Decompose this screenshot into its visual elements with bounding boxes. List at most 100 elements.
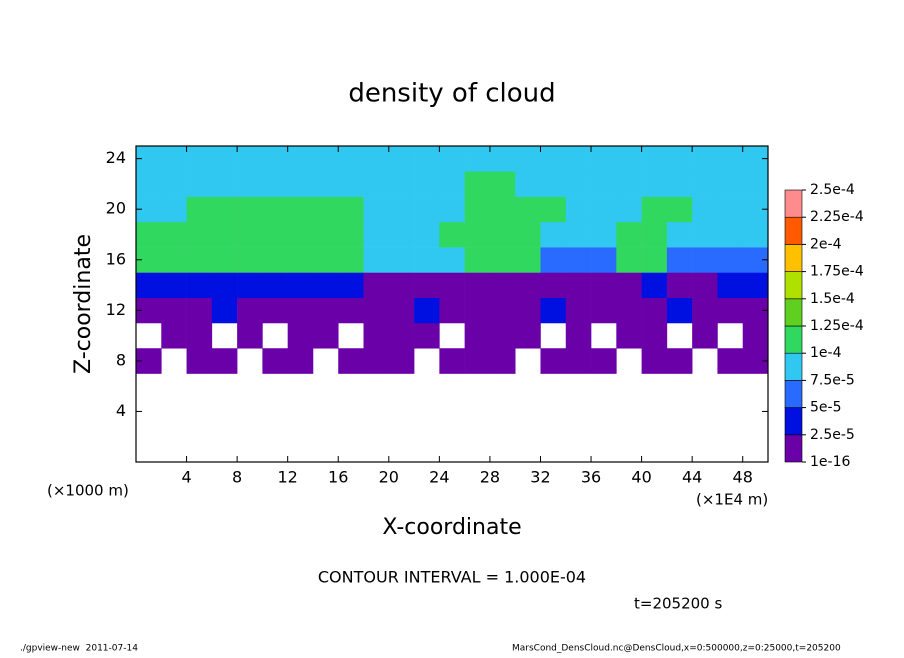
cell xyxy=(186,272,213,298)
cell xyxy=(515,247,541,273)
cell xyxy=(262,196,288,223)
cell xyxy=(717,146,744,172)
plot-frame xyxy=(135,145,769,463)
cell xyxy=(666,272,693,298)
cell xyxy=(540,272,567,298)
cell xyxy=(439,297,465,324)
y-tick-label: 8 xyxy=(116,350,126,369)
cell xyxy=(489,247,516,273)
cell xyxy=(237,297,263,324)
cell xyxy=(515,171,541,197)
cell xyxy=(641,348,668,374)
cell xyxy=(616,247,642,273)
cell xyxy=(161,297,187,324)
cell xyxy=(363,196,390,223)
cell xyxy=(666,221,693,248)
cell xyxy=(439,348,465,374)
cell xyxy=(363,272,390,298)
cell xyxy=(161,322,187,349)
cell xyxy=(717,196,744,223)
cell xyxy=(287,247,314,273)
cell xyxy=(414,196,440,223)
cell xyxy=(591,221,617,248)
cell xyxy=(414,297,440,324)
cell xyxy=(641,146,668,172)
cell xyxy=(717,171,744,197)
cell xyxy=(666,348,693,374)
colorbar-label: 1e-4 xyxy=(810,345,842,361)
cell xyxy=(591,247,617,273)
cell xyxy=(641,297,668,324)
cell xyxy=(616,272,642,298)
cell xyxy=(388,247,415,273)
cell xyxy=(540,297,567,324)
cell xyxy=(464,348,491,374)
cell xyxy=(287,272,314,298)
cell xyxy=(489,171,516,197)
cell xyxy=(616,297,642,324)
cell xyxy=(161,146,187,172)
x-axis-label: X-coordinate xyxy=(382,515,521,540)
cell xyxy=(464,272,491,298)
cell xyxy=(742,272,769,298)
cell xyxy=(161,272,187,298)
cell xyxy=(692,297,718,324)
cell xyxy=(692,146,718,172)
cell xyxy=(692,322,718,349)
colorbar-box xyxy=(784,244,803,272)
cell xyxy=(211,247,238,273)
y-tick-label: 24 xyxy=(106,148,126,167)
time-label: t=205200 s xyxy=(634,595,722,613)
cell xyxy=(489,221,516,248)
x-tick-label: 44 xyxy=(682,468,702,487)
cell xyxy=(641,196,668,223)
y-axis-label: Z-coordinate xyxy=(71,234,96,374)
cell xyxy=(186,171,213,197)
cell xyxy=(287,171,314,197)
y-tick-label: 16 xyxy=(106,249,126,268)
cell xyxy=(641,272,668,298)
cell xyxy=(312,221,339,248)
cell xyxy=(591,146,617,172)
cell xyxy=(237,322,263,349)
cell xyxy=(388,322,415,349)
cell xyxy=(388,221,415,248)
cell xyxy=(591,272,617,298)
cell xyxy=(540,146,567,172)
cell xyxy=(363,297,390,324)
cell xyxy=(287,221,314,248)
x-tick-label: 28 xyxy=(480,468,500,487)
field xyxy=(136,146,769,374)
cell xyxy=(464,171,491,197)
colorbar-label: 2.5e-5 xyxy=(810,427,855,443)
cell xyxy=(540,247,567,273)
cell xyxy=(666,146,693,172)
contour-note: CONTOUR INTERVAL = 1.000E-04 xyxy=(318,568,586,587)
cell xyxy=(211,348,238,374)
cell xyxy=(338,196,364,223)
cell xyxy=(363,171,390,197)
cell xyxy=(186,348,213,374)
cell xyxy=(692,221,718,248)
x-unit-label-right: (×1E4 m) xyxy=(696,491,768,509)
cell xyxy=(692,272,718,298)
cell xyxy=(287,146,314,172)
cell xyxy=(515,221,541,248)
cell xyxy=(591,171,617,197)
cell xyxy=(641,247,668,273)
cell xyxy=(742,322,769,349)
cell xyxy=(338,297,364,324)
cell xyxy=(262,146,288,172)
colorbar-label: 1e-16 xyxy=(810,454,850,470)
cell xyxy=(515,322,541,349)
cell xyxy=(136,221,162,248)
cell xyxy=(414,247,440,273)
cell xyxy=(540,171,567,197)
cell xyxy=(262,297,288,324)
colorbar-box xyxy=(784,298,803,327)
cell xyxy=(439,146,465,172)
cell xyxy=(439,171,465,197)
y-tick-label: 20 xyxy=(106,199,126,218)
colorbar-box xyxy=(784,352,803,381)
cell xyxy=(692,196,718,223)
